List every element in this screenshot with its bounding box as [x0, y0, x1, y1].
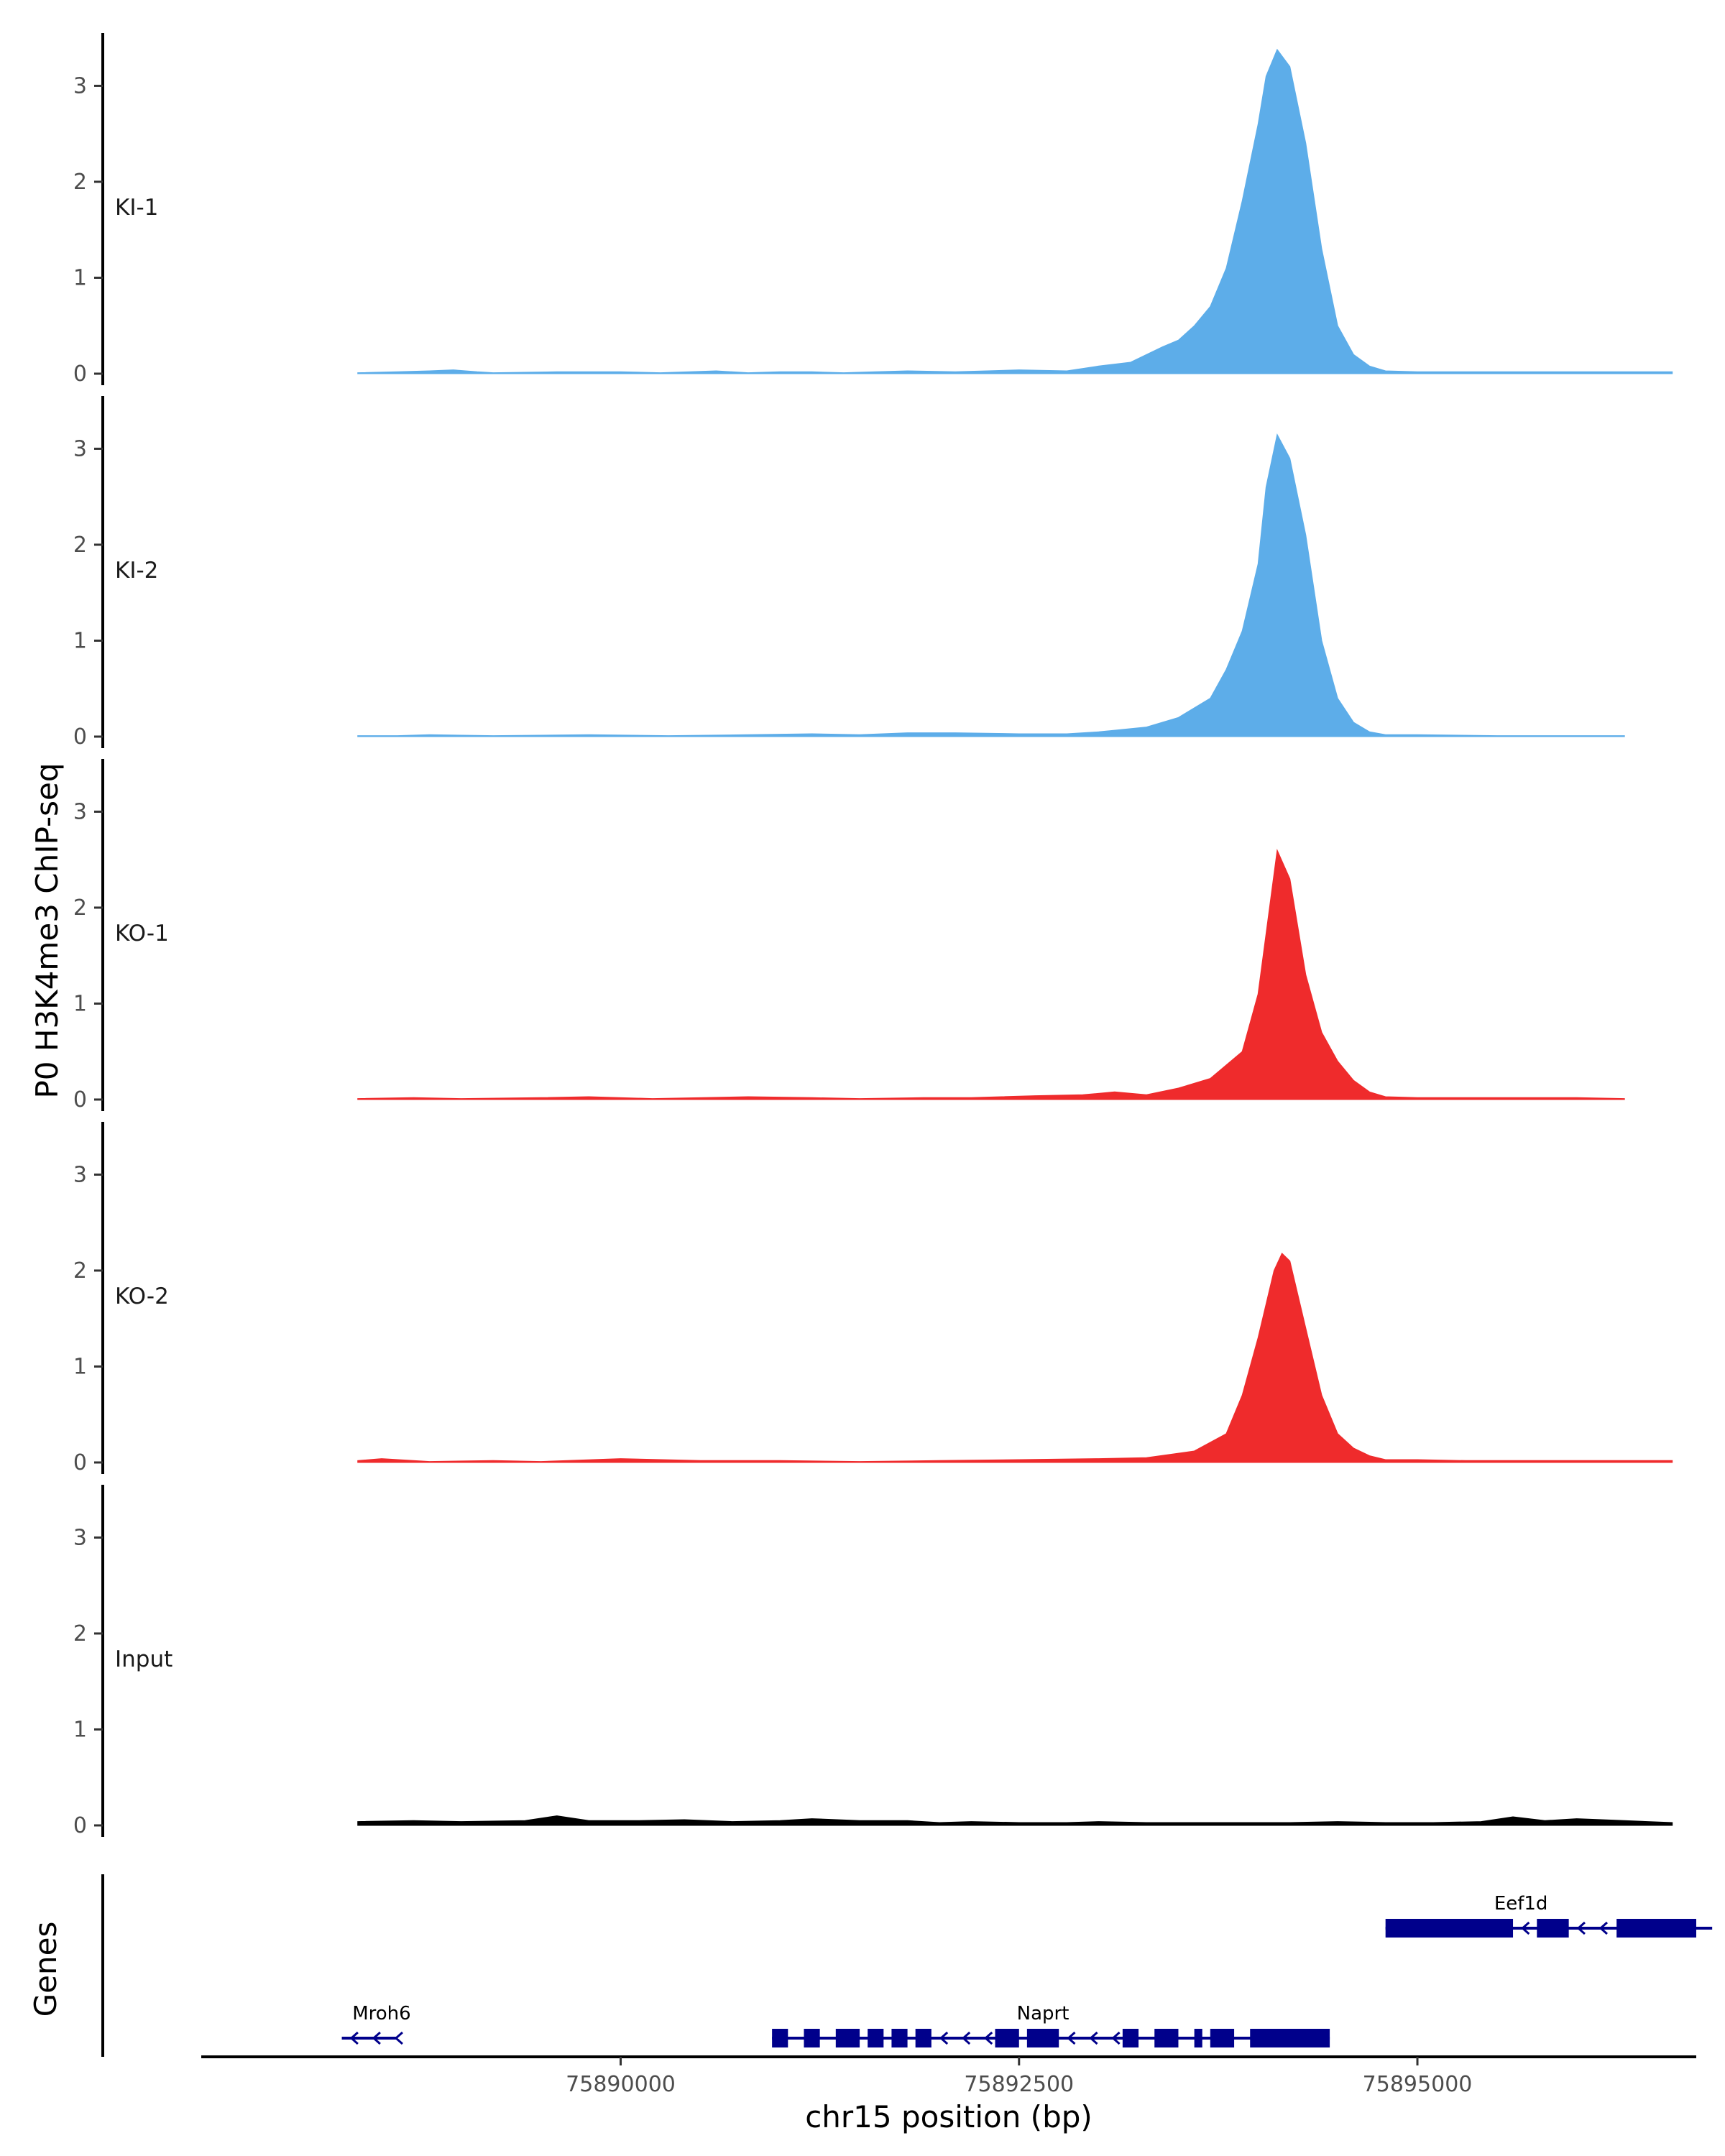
strand-arrow-naprt-6 — [1111, 2031, 1121, 2045]
exon-eef1d-2 — [1537, 1919, 1569, 1938]
exon-naprt-10 — [1154, 2029, 1179, 2047]
gene-naprt: Naprt — [772, 2003, 1330, 2047]
y-tick-label-input-0: 0 — [73, 1813, 87, 1838]
gene-mroh6: Mroh6 — [341, 2003, 411, 2045]
exon-naprt-5 — [891, 2029, 908, 2047]
exon-naprt-6 — [915, 2029, 932, 2047]
strand-arrow-naprt-4 — [1067, 2031, 1076, 2045]
strand-arrow-eef1d-3 — [1598, 1921, 1608, 1935]
y-tick-label-input-1: 1 — [73, 1717, 87, 1742]
exon-eef1d-1 — [1385, 1919, 1514, 1938]
y-tick-label-ko-2-3: 3 — [73, 1162, 87, 1187]
strand-arrow-naprt-3 — [983, 2031, 993, 2045]
strand-arrow-naprt-5 — [1089, 2031, 1098, 2045]
exon-naprt-3 — [835, 2029, 860, 2047]
x-axis: 75890000 75892500 75895000 — [201, 2055, 1696, 2097]
x-tick-label-75895000: 75895000 — [1363, 2072, 1473, 2097]
coverage-area-ko-1 — [357, 848, 1625, 1100]
gene-eef1d: Eef1d — [1385, 1893, 1713, 1938]
exon-naprt-1 — [772, 2029, 788, 2047]
strand-arrow-eef1d-2 — [1576, 1921, 1586, 1935]
exon-eef1d-3 — [1616, 1919, 1696, 1938]
y-tick-label-ko-1-1: 1 — [73, 991, 87, 1016]
y-tick-label-ki-1-1: 1 — [73, 265, 87, 290]
y-tick-label-ko-1-0: 0 — [73, 1087, 87, 1112]
exon-naprt-13 — [1250, 2029, 1330, 2047]
y-tick-label-ko-1-3: 3 — [73, 799, 87, 824]
y-tick-label-input-3: 3 — [73, 1525, 87, 1550]
track-panel-ko-2: 0 1 2 3 KO-2 — [73, 1122, 1673, 1475]
exon-naprt-4 — [868, 2029, 884, 2047]
y-tick-label-ko-2-0: 0 — [73, 1450, 87, 1475]
coverage-area-ki-1 — [357, 48, 1673, 374]
gene-label-naprt: Naprt — [1017, 2003, 1070, 2024]
exon-naprt-9 — [1122, 2029, 1139, 2047]
y-tick-label-ki-1-2: 2 — [73, 170, 87, 195]
strand-arrow-mroh6-1 — [349, 2031, 359, 2045]
track-label-ko-2: KO-2 — [115, 1284, 169, 1309]
gene-annotation-panel: Mroh6 Naprt Eef1d — [101, 1874, 1713, 2057]
y-tick-label-ki-2-1: 1 — [73, 628, 87, 653]
y-tick-label-ki-2-2: 2 — [73, 533, 87, 558]
genes-axis-title: Genes — [28, 1922, 63, 2017]
y-tick-label-ki-1-0: 0 — [73, 361, 87, 387]
track-label-ki-1: KI-1 — [115, 195, 158, 221]
y-tick-label-ko-2-1: 1 — [73, 1354, 87, 1379]
track-panel-input: 0 1 2 3 Input — [73, 1485, 1673, 1838]
y-tick-label-ki-2-0: 0 — [73, 724, 87, 750]
track-label-ki-2: KI-2 — [115, 558, 158, 584]
y-tick-label-input-2: 2 — [73, 1621, 87, 1646]
y-tick-label-ko-2-2: 2 — [73, 1258, 87, 1284]
track-panel-ki-1: 0 1 2 3 KI-1 — [73, 33, 1673, 387]
strand-arrow-naprt-2 — [961, 2031, 971, 2045]
exon-naprt-2 — [804, 2029, 820, 2047]
track-panel-ko-1: 0 1 2 3 KO-1 — [73, 759, 1625, 1112]
y-tick-label-ki-1-3: 3 — [73, 73, 87, 98]
gene-label-eef1d: Eef1d — [1494, 1893, 1548, 1915]
x-tick-label-75892500: 75892500 — [964, 2072, 1074, 2097]
track-panel-ki-2: 0 1 2 3 KI-2 — [73, 396, 1625, 750]
strand-arrow-mroh6-3 — [394, 2031, 403, 2045]
y-axis-title: P0 H3K4me3 ChIP-seq — [29, 763, 65, 1098]
exon-naprt-11 — [1194, 2029, 1202, 2047]
y-tick-label-ko-1-2: 2 — [73, 895, 87, 921]
exon-naprt-12 — [1210, 2029, 1235, 2047]
strand-arrow-mroh6-2 — [372, 2031, 381, 2045]
x-tick-label-75890000: 75890000 — [566, 2072, 676, 2097]
gene-label-mroh6: Mroh6 — [352, 2003, 410, 2024]
track-label-ko-1: KO-1 — [115, 921, 169, 946]
track-label-input: Input — [115, 1646, 172, 1672]
x-axis-title: chr15 position (bp) — [805, 2099, 1092, 2134]
strand-arrow-eef1d-1 — [1521, 1921, 1530, 1935]
exon-naprt-7 — [995, 2029, 1019, 2047]
coverage-area-input — [357, 1815, 1673, 1826]
coverage-area-ko-2 — [357, 1253, 1673, 1463]
y-tick-label-ki-2-3: 3 — [73, 436, 87, 461]
strand-arrow-naprt-1 — [939, 2031, 949, 2045]
exon-naprt-8 — [1026, 2029, 1059, 2047]
coverage-area-ki-2 — [357, 433, 1625, 737]
coverage-tracks: 0 1 2 3 KI-1 0 1 2 3 KI-2 0 1 2 3 KO-1 0 1 2 3 KO-2 0 1 2 3 Inpu… — [73, 33, 1673, 1838]
